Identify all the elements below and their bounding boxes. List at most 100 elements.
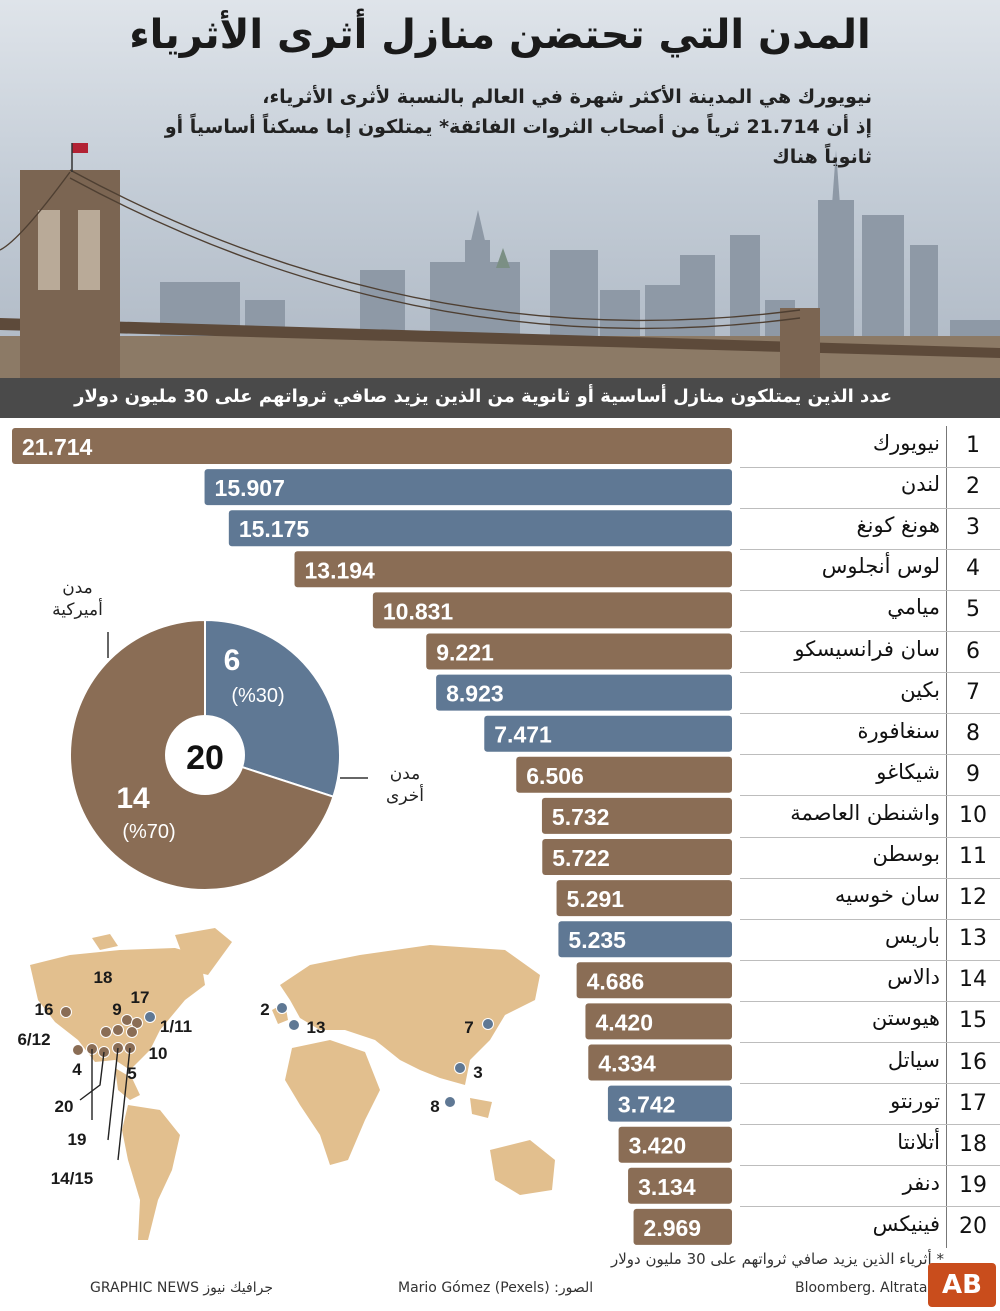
bar (436, 674, 732, 711)
bar-value-label: 6.506 (526, 763, 584, 789)
map-city-label: 3 (473, 1063, 482, 1082)
bar (228, 510, 732, 547)
bar-row: 15.907 (204, 469, 733, 506)
map-city-dot (112, 1024, 124, 1036)
city-name: دنفر (902, 1170, 940, 1195)
rank-number: 5 (966, 597, 980, 623)
map-landmass (490, 1140, 555, 1195)
pie-pct-label: (%70) (122, 821, 175, 843)
photo-credit: Mario Gómez (Pexels) :الصور (398, 1280, 594, 1296)
map-city-dot (121, 1014, 133, 1026)
rank-number: 13 (959, 926, 987, 952)
city-name: دالاس (887, 965, 940, 990)
bar-value-label: 8.923 (446, 681, 504, 707)
map-city-label: 19 (68, 1130, 87, 1149)
bar-value-label: 21.714 (22, 434, 93, 460)
bar (541, 797, 732, 834)
city-name: واشنطن العاصمة (790, 800, 940, 825)
city-name: ميامي (887, 595, 940, 620)
map-city-dot (444, 1096, 456, 1108)
bar-value-label: 15.175 (239, 516, 310, 542)
city-name: بوسطن (872, 842, 940, 866)
row-separator (740, 959, 1000, 961)
city-name: سياتل (887, 1047, 940, 1072)
map-city-label: 6/12 (17, 1030, 50, 1049)
row-separator (740, 754, 1000, 756)
pie-legend-us-line2: أميركية (52, 600, 103, 620)
bar (585, 1003, 732, 1040)
map-city-dot (126, 1026, 138, 1038)
bar-value-label: 2.969 (644, 1215, 702, 1241)
map-city-label: 17 (131, 988, 150, 1007)
bar-value-label: 3.134 (638, 1174, 696, 1200)
bar (633, 1208, 732, 1245)
row-separator (740, 918, 1000, 920)
rank-number: 2 (966, 474, 980, 500)
bar-value-label: 10.831 (383, 598, 454, 624)
chart-header-band: عدد الذين يمتلكون منازل أساسية أو ثانوية… (0, 378, 1000, 418)
agency-logo-text: AB (942, 1270, 982, 1300)
map-city-label: 16 (35, 1000, 54, 1019)
rank-number: 6 (966, 638, 980, 664)
chart-header-text: عدد الذين يمتلكون منازل أساسية أو ثانوية… (74, 386, 892, 407)
map-city-dot (60, 1006, 72, 1018)
row-separator (740, 466, 1000, 468)
map-landmass (115, 1068, 140, 1100)
city-name: بكين (900, 677, 940, 702)
map-city-label: 9 (112, 1000, 121, 1019)
map-leader-line (107, 1047, 119, 1141)
row-separator (740, 507, 1000, 509)
bar-value-label: 5.732 (552, 804, 610, 830)
bar (607, 1085, 732, 1122)
city-name: لندن (900, 472, 940, 497)
map-city-label: 14/15 (51, 1169, 94, 1188)
bar (618, 1126, 732, 1163)
pie-legend-other: مدن أخرى (375, 763, 435, 807)
bar-row: 4.686 (576, 962, 732, 999)
row-separator (740, 1000, 1000, 1002)
map-city-dot (482, 1018, 494, 1030)
pie-legend-other-line1: مدن (389, 764, 421, 784)
bar-row: 5.291 (556, 880, 732, 917)
map-city-dot (276, 1002, 288, 1014)
row-separator (740, 1206, 1000, 1208)
rank-number: 1 (966, 433, 980, 458)
bar-row: 3.134 (628, 1167, 732, 1204)
rank-number: 12 (959, 885, 987, 911)
bar-row: 7.471 (484, 715, 732, 752)
map-city-dot (131, 1017, 143, 1029)
rank-number: 20 (959, 1213, 987, 1239)
rank-number: 11 (959, 844, 987, 869)
bar-value-label: 13.194 (305, 557, 376, 583)
rank-number: 18 (959, 1131, 987, 1157)
row-separator (740, 589, 1000, 591)
map-city-dot (72, 1044, 84, 1056)
rank-number: 16 (959, 1049, 987, 1075)
bar-row: 13.194 (294, 551, 732, 588)
map-city-label: 10 (149, 1044, 168, 1063)
map-landmass (280, 945, 540, 1085)
map-city-label: 8 (430, 1097, 439, 1116)
city-name: أتلانتا (897, 1129, 940, 1154)
bar-value-label: 3.742 (618, 1092, 676, 1118)
map-city-label: 1/11 (160, 1017, 192, 1036)
rank-number: 14 (959, 967, 987, 993)
bar (576, 962, 732, 999)
bar-row: 6.506 (516, 756, 732, 793)
city-name: لوس أنجلوس (821, 554, 940, 579)
agency-logo: AB (928, 1263, 996, 1307)
row-separator (740, 1165, 1000, 1167)
bar (588, 1044, 732, 1081)
city-name: سنغافورة (857, 718, 941, 743)
map-landmass (175, 928, 232, 975)
city-name: نيويورك (872, 431, 940, 455)
bar-row: 4.420 (585, 1003, 732, 1040)
pie-legend-us: مدن أميركية (40, 577, 115, 621)
city-name: فينيكس (872, 1211, 940, 1236)
rank-number: 15 (959, 1008, 987, 1034)
bar-row: 9.221 (426, 633, 732, 670)
agency-credit: GRAPHIC NEWS جرافيك نيوز (90, 1280, 273, 1296)
map-landmass (92, 934, 118, 950)
bar (372, 592, 732, 629)
map-landmass (285, 1040, 380, 1165)
